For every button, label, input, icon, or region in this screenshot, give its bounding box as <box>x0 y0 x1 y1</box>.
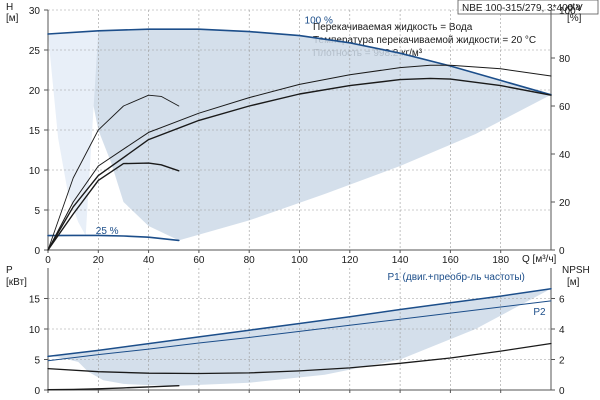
lower-y-tick-label: 0 <box>34 386 40 397</box>
lower-series-line-3 <box>47 385 180 391</box>
upper-y-axis-unit: [м] <box>6 13 19 24</box>
upper-y2-axis-label-eta: eta <box>567 2 581 13</box>
upper-y2-axis-unit: [%] <box>567 13 582 24</box>
note-temperature: Температура перекачиваемой жидкости = 20… <box>313 35 536 46</box>
upper-y-tick-label: 30 <box>29 6 41 17</box>
upper-y2-tick-label: 0 <box>559 246 565 257</box>
upper-operating-band-0 <box>53 29 551 241</box>
lower-y-tick-label: 15 <box>29 295 41 306</box>
head-efficiency-plot: 0 5 10 15 20 25 30 0 20 40 60 80 100 0 20 40 60 80 100 120 1… <box>29 6 576 266</box>
upper-y-tick-label: 10 <box>29 166 41 177</box>
lower-series-line-1 <box>47 300 552 362</box>
upper-series-line-1 <box>47 234 180 242</box>
upper-y-tick-label: 15 <box>29 126 41 137</box>
lower-y-axis-unit: [кВт] <box>6 277 27 288</box>
upper-x-tick-label: 80 <box>244 255 256 266</box>
upper-x-tick-label: 40 <box>143 255 155 266</box>
upper-y2-tick-label: 40 <box>559 150 571 161</box>
upper-y-tick-label: 20 <box>29 86 41 97</box>
lower-series-line-0 <box>47 287 552 358</box>
lower-y2-tick-label: 4 <box>559 325 565 336</box>
lower-y-tick-label: 5 <box>34 356 40 367</box>
upper-y2-tick-label: 20 <box>559 198 571 209</box>
lower-y2-axis-label-npsh: NPSH <box>562 265 590 276</box>
upper-x-tick-label: 60 <box>193 255 205 266</box>
lower-y2-tick-label: 0 <box>559 386 565 397</box>
upper-x-axis-label: Q [м³/ч] <box>522 254 557 265</box>
model-label: NBE 100-315/279, 3*400 V <box>462 3 583 14</box>
upper-x-tick-label: 20 <box>93 255 105 266</box>
upper-x-tick-label: 120 <box>341 255 358 266</box>
lower-y2-axis-unit: [м] <box>567 277 580 288</box>
lower-y2-tick-label: 6 <box>559 295 565 306</box>
upper-operating-band-1 <box>48 30 99 236</box>
model-label-box <box>457 0 599 15</box>
upper-y-tick-label: 5 <box>34 206 40 217</box>
upper-y2-tick-label: 80 <box>559 54 571 65</box>
lower-y-tick-label: 10 <box>29 325 41 336</box>
upper-x-tick-label: 100 <box>291 255 308 266</box>
lower-operating-band-0 <box>53 288 551 386</box>
upper-x-tick-label: 0 <box>45 255 51 266</box>
power-npsh-plot: 0 5 10 15 0 2 4 6 P1 (двиг.+преобр-ль частоты) P2 <box>29 268 565 397</box>
lower-curve-label-0: P1 (двиг.+преобр-ль частоты) <box>388 271 525 283</box>
upper-series-line-0 <box>47 28 552 96</box>
upper-curve-label-0: 100 % <box>305 16 333 27</box>
note-fluid: Перекачиваемая жидкость = Вода <box>313 22 473 33</box>
lower-y-axis-label-P: P <box>6 265 13 276</box>
lower-y2-tick-label: 2 <box>559 356 565 367</box>
upper-series-line-5 <box>47 94 180 251</box>
upper-series-line-2 <box>47 77 552 251</box>
upper-x-tick-label: 140 <box>392 255 409 266</box>
upper-x-tick-label: 180 <box>492 255 509 266</box>
upper-y2-tick-label: 100 <box>559 6 576 17</box>
upper-curve-label-1: 25 % <box>96 226 119 237</box>
upper-series-line-3 <box>47 64 552 251</box>
upper-y-axis-label-H: H <box>6 2 13 13</box>
upper-y-tick-label: 25 <box>29 46 41 57</box>
upper-y-tick-label: 0 <box>34 246 40 257</box>
lower-curve-label-1: P2 <box>533 307 546 318</box>
upper-series-line-4 <box>47 162 180 251</box>
lower-series-line-2 <box>47 342 552 375</box>
upper-x-tick-label: 160 <box>442 255 459 266</box>
upper-y2-tick-label: 60 <box>559 102 571 113</box>
